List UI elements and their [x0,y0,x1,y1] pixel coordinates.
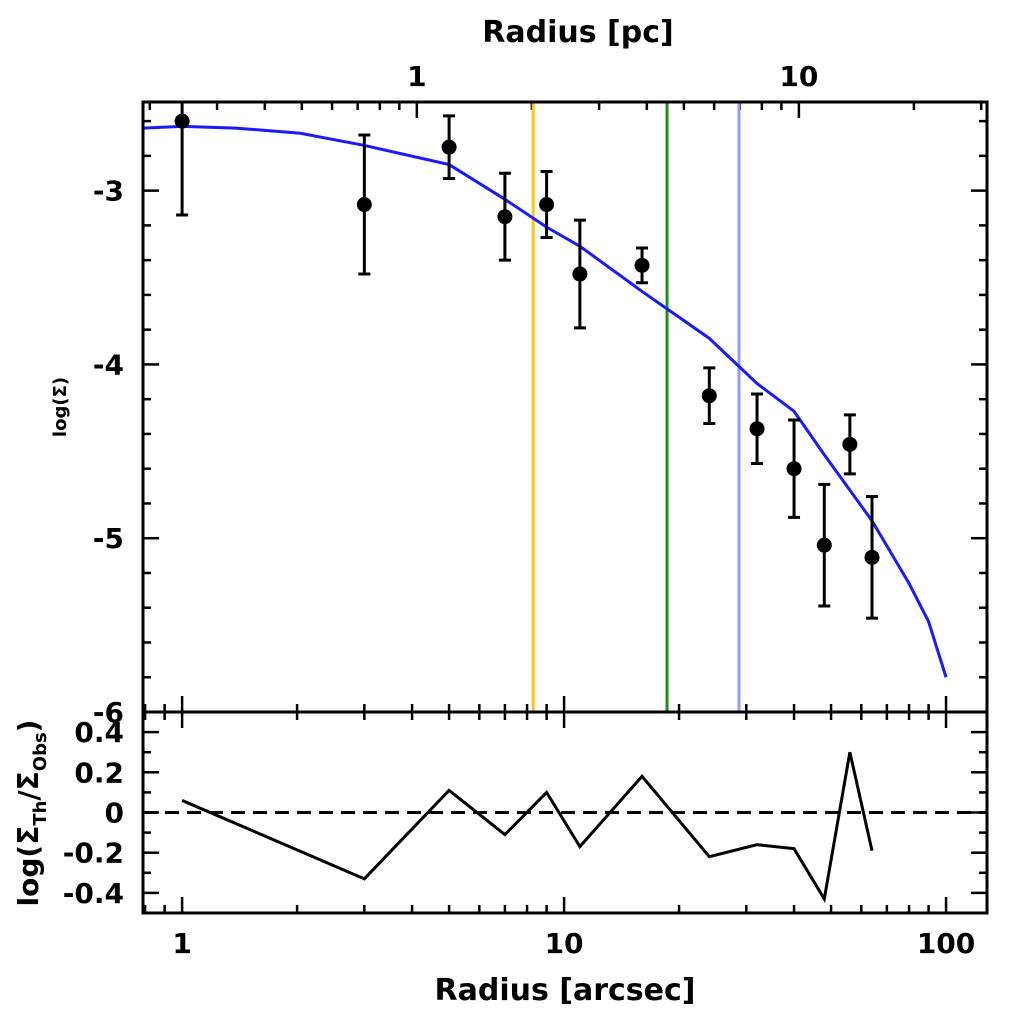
data-point [842,436,858,452]
data-point [701,388,717,404]
data-point [441,139,457,155]
data-point [634,257,650,273]
data-point [356,197,372,213]
x-axis-title: Radius [arcsec] [435,973,696,1008]
y-title-sub: Th [30,801,51,826]
data-point [539,197,555,213]
main-frame [141,100,989,714]
data-point [572,266,588,282]
y-tick-label: -0.4 [63,877,124,910]
main-y-axis-title: log(Σ) [50,377,71,437]
y-tick-label: -6 [93,696,124,729]
y-title-part: ) [12,720,45,733]
residual-frame [141,710,989,915]
x-tick-label: 100 [917,927,975,960]
residual-y-axis-title: log(ΣTh/ΣObs) [12,720,51,907]
y-tick-label: 0 [105,797,124,830]
y-title-part: /Σ [12,771,45,800]
x-tick-label: 1 [172,927,191,960]
residual-line [181,751,874,904]
data-point [174,113,190,129]
y-title-sub: Obs [30,732,51,771]
y-tick-label: 0.4 [74,716,124,749]
data-point [864,549,880,565]
residual-plot [143,751,987,904]
x2-tick-label: 1 [407,60,426,93]
y-tick-label: -4 [93,348,124,381]
data-point [497,209,513,225]
x-tick-label: 10 [545,927,584,960]
y-title-part: log(Σ [12,826,45,907]
data-point [816,537,832,553]
data-point [786,461,802,477]
data-point [749,421,765,437]
y-tick-label: -0.2 [63,837,124,870]
y-tick-label: -5 [93,522,124,555]
x2-tick-label: 10 [779,60,818,93]
y-tick-label: 0.2 [74,756,124,789]
model-line [143,124,948,678]
top-x-axis-title: Radius [pc] [482,15,673,50]
y-tick-label: -3 [93,175,124,208]
main-plot [143,102,948,712]
